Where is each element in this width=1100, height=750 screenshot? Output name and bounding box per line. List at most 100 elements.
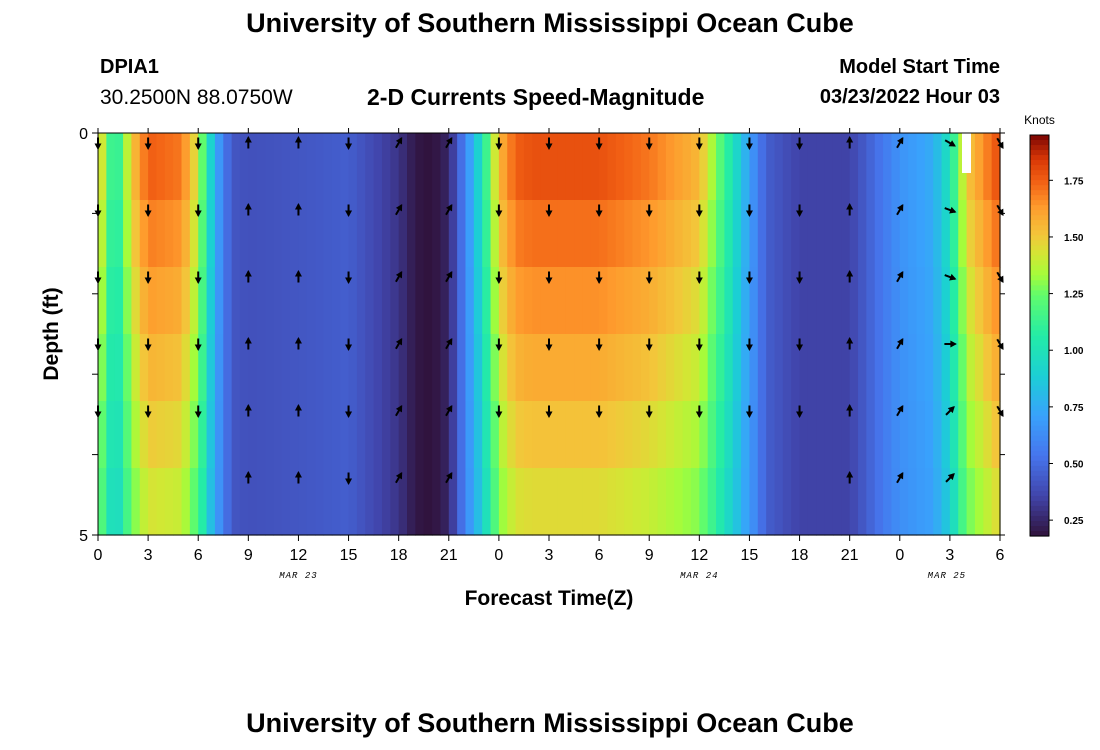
heatmap-cell bbox=[139, 334, 149, 402]
heatmap-cell bbox=[640, 401, 650, 469]
arrow-head bbox=[745, 277, 753, 284]
heatmap-cell bbox=[131, 334, 141, 402]
heatmap-cell bbox=[423, 133, 433, 201]
colorbar-segment bbox=[1030, 490, 1049, 497]
heatmap-cell bbox=[106, 401, 116, 469]
arrow-head bbox=[645, 344, 653, 351]
heatmap-cell bbox=[699, 133, 709, 201]
arrow-head bbox=[244, 203, 252, 210]
arrow-head bbox=[545, 210, 553, 217]
heatmap-cell bbox=[482, 267, 492, 335]
x-tick-label: 12 bbox=[690, 547, 708, 564]
colorbar-tick-label: 0.75 bbox=[1064, 403, 1084, 414]
heatmap-cell bbox=[315, 468, 325, 536]
heatmap-cell bbox=[373, 200, 383, 268]
heatmap-cell bbox=[98, 334, 107, 402]
arrow-head bbox=[345, 277, 353, 284]
colorbar-segment bbox=[1030, 335, 1049, 342]
heatmap-cell bbox=[540, 200, 550, 268]
heatmap-cell bbox=[256, 267, 266, 335]
arrow-head bbox=[244, 471, 252, 478]
heatmap-cell bbox=[214, 267, 224, 335]
heatmap-cell bbox=[340, 468, 350, 536]
x-tick-label: 18 bbox=[791, 547, 809, 564]
current-arrow bbox=[294, 404, 302, 417]
heatmap-cell bbox=[632, 133, 642, 201]
heatmap-cell bbox=[741, 401, 751, 469]
date-label: MAR 23 bbox=[279, 571, 317, 581]
heatmap-cell bbox=[824, 401, 834, 469]
heatmap-cell bbox=[448, 200, 458, 268]
heatmap-cell bbox=[824, 267, 834, 335]
heatmap-cell bbox=[315, 200, 325, 268]
heatmap-cell bbox=[448, 334, 458, 402]
heatmap-cell bbox=[407, 267, 416, 335]
heatmap-cell bbox=[782, 468, 792, 536]
arrow-head bbox=[194, 143, 202, 150]
heatmap-cell bbox=[916, 334, 926, 402]
heatmap-cell bbox=[265, 267, 274, 335]
heatmap-cell bbox=[214, 401, 224, 469]
heatmap-cell bbox=[766, 468, 776, 536]
colorbar-segment bbox=[1030, 525, 1049, 532]
heatmap-cell bbox=[607, 133, 617, 201]
heatmap-cell bbox=[98, 200, 107, 268]
arrow-head bbox=[395, 471, 403, 480]
current-arrow bbox=[345, 338, 353, 351]
heatmap-cell bbox=[365, 401, 375, 469]
current-arrow bbox=[796, 271, 804, 284]
heatmap-cell bbox=[189, 334, 199, 402]
heatmap-cell bbox=[490, 267, 500, 335]
heatmap-cell bbox=[223, 133, 233, 201]
missing-data-marker bbox=[962, 133, 971, 173]
heatmap-cell bbox=[674, 133, 684, 201]
arrow-head bbox=[395, 404, 403, 413]
x-tick-label: 6 bbox=[996, 547, 1005, 564]
current-arrow bbox=[796, 405, 804, 418]
current-arrow bbox=[645, 271, 653, 284]
station-id: DPIA1 bbox=[100, 56, 159, 78]
heatmap-cell bbox=[891, 267, 901, 335]
arrow-head bbox=[495, 210, 503, 217]
arrow-head bbox=[846, 404, 854, 411]
colorbar-segment bbox=[1030, 425, 1049, 432]
heatmap-cell bbox=[724, 468, 734, 536]
heatmap-cell bbox=[590, 334, 600, 402]
current-arrows bbox=[94, 136, 1004, 485]
heatmap-cell bbox=[791, 200, 801, 268]
heatmap-cell bbox=[640, 133, 650, 201]
heatmap-cell bbox=[749, 401, 759, 469]
heatmap-cell bbox=[824, 133, 834, 201]
heatmap-cell bbox=[582, 401, 592, 469]
current-arrow bbox=[745, 204, 753, 217]
heatmap-cell bbox=[707, 133, 717, 201]
heatmap-cell bbox=[816, 200, 826, 268]
x-tick-label: 0 bbox=[895, 547, 904, 564]
heatmap-cell bbox=[348, 468, 358, 536]
arrow-head bbox=[345, 344, 353, 351]
heatmap-cell bbox=[657, 200, 667, 268]
current-arrow bbox=[445, 136, 453, 149]
current-arrow bbox=[144, 405, 152, 418]
heatmap-cell bbox=[782, 133, 792, 201]
arrow-head bbox=[645, 210, 653, 217]
colorbar-segment bbox=[1030, 185, 1049, 191]
chart-title: University of Southern Mississippi Ocean… bbox=[246, 8, 854, 38]
heatmap-cell bbox=[724, 267, 734, 335]
current-arrow bbox=[294, 203, 302, 216]
heatmap-cell bbox=[381, 200, 391, 268]
current-arrow bbox=[846, 203, 854, 216]
heatmap-cell bbox=[239, 334, 249, 402]
heatmap-cell bbox=[782, 401, 792, 469]
heatmap-cell bbox=[273, 200, 283, 268]
x-tick-label: 3 bbox=[945, 547, 954, 564]
heatmap-cell bbox=[98, 267, 107, 335]
heatmap-cell bbox=[465, 200, 475, 268]
colorbar-segment bbox=[1030, 170, 1049, 176]
heatmap-cell bbox=[181, 267, 191, 335]
heatmap-cell bbox=[866, 200, 876, 268]
heatmap-cell bbox=[415, 401, 425, 469]
heatmap-cell bbox=[223, 200, 233, 268]
x-tick-label: 6 bbox=[194, 547, 203, 564]
